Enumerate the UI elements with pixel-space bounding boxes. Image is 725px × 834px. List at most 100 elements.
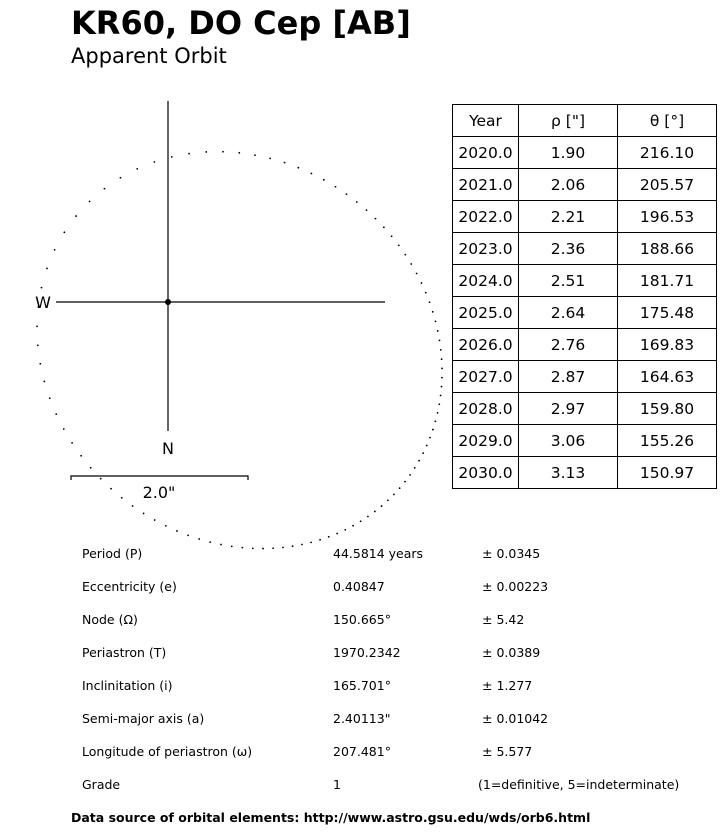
element-error: (1=definitive, 5=indeterminate) <box>478 777 680 792</box>
orbit-point <box>322 178 325 181</box>
element-value: 0.40847 <box>333 579 385 594</box>
ephemeris-table: Year ρ ["] θ [°] 2020.0 1.90 216.10 2021.0 2… <box>452 104 717 489</box>
cell-year: 2026.0 <box>452 328 519 361</box>
table-header-row: Year ρ ["] θ [°] <box>452 104 717 137</box>
cell-rho: 3.06 <box>518 424 618 457</box>
orbit-point <box>198 538 201 540</box>
table-row: 2025.0 2.64 175.48 <box>452 296 717 329</box>
cell-year: 2020.0 <box>452 136 519 169</box>
cell-theta: 205.57 <box>617 168 717 201</box>
orbit-point <box>310 541 313 544</box>
cell-theta: 150.97 <box>617 456 717 489</box>
orbit-point <box>55 413 58 416</box>
table-row: 2024.0 2.51 181.71 <box>452 264 717 297</box>
orbit-point <box>367 515 369 518</box>
element-label: Periastron (T) <box>82 645 167 660</box>
scale-bar-label: 2.0" <box>143 483 176 502</box>
scale-bar <box>70 475 249 480</box>
data-source-note: Data source of orbital elements: http://… <box>71 810 591 825</box>
orbit-point <box>359 520 362 523</box>
element-label: Node (Ω) <box>82 612 138 627</box>
orbit-point <box>238 151 241 154</box>
element-error: ± 0.0389 <box>482 645 541 660</box>
orbit-point <box>176 530 178 532</box>
element-error: ± 0.00223 <box>482 579 549 594</box>
orbit-points <box>36 150 443 550</box>
orbit-point <box>344 528 347 531</box>
orbit-point <box>434 320 437 323</box>
orbit-point <box>43 380 46 383</box>
cell-theta: 169.83 <box>617 328 717 361</box>
orbit-point <box>415 272 418 275</box>
orbit-point <box>319 538 321 541</box>
cell-year: 2025.0 <box>452 296 519 329</box>
cell-rho: 3.13 <box>518 456 618 489</box>
orbit-point <box>334 185 337 188</box>
cell-rho: 2.51 <box>518 264 618 297</box>
table-row: 2030.0 3.13 150.97 <box>452 456 717 489</box>
orbit-point <box>440 358 443 361</box>
primary-star <box>165 299 171 305</box>
header-rho: ρ ["] <box>518 104 618 137</box>
orbit-point <box>120 496 123 499</box>
orbit-point <box>88 200 91 203</box>
orbit-point <box>291 545 294 548</box>
orbit-point <box>428 301 431 304</box>
element-label: Eccentricity (e) <box>82 579 177 594</box>
element-error: ± 0.01042 <box>482 711 549 726</box>
orbit-point <box>220 543 222 546</box>
cell-rho: 2.21 <box>518 200 618 233</box>
orbit-point <box>36 325 38 328</box>
cell-rho: 2.76 <box>518 328 618 361</box>
page-subtitle: Apparent Orbit <box>71 44 227 68</box>
orbit-point <box>336 532 339 535</box>
orbit-point <box>99 477 102 480</box>
orbit-point <box>282 546 284 549</box>
cell-theta: 181.71 <box>617 264 717 297</box>
cell-rho: 1.90 <box>518 136 618 169</box>
orbit-point <box>382 226 385 229</box>
element-value: 150.665° <box>333 612 391 627</box>
orbit-point <box>187 534 190 537</box>
orbit-point <box>425 444 428 447</box>
cell-year: 2022.0 <box>452 200 519 233</box>
cell-rho: 2.97 <box>518 392 618 425</box>
orbit-point <box>409 474 411 476</box>
orbit-point <box>164 524 167 527</box>
west-label: W <box>35 293 51 312</box>
north-label: N <box>162 439 174 458</box>
orbit-point <box>310 172 313 175</box>
orbit-point <box>422 452 425 455</box>
orbit-point <box>80 454 82 457</box>
cell-theta: 196.53 <box>617 200 717 233</box>
orbit-point <box>136 167 139 170</box>
orbit-point <box>170 156 173 158</box>
table-row: 2022.0 2.21 196.53 <box>452 200 717 233</box>
cell-rho: 2.87 <box>518 360 618 393</box>
cell-year: 2029.0 <box>452 424 519 457</box>
element-error: ± 0.0345 <box>482 546 541 561</box>
orbit-point <box>89 466 92 469</box>
orbit-point <box>46 267 48 270</box>
orbit-point <box>436 411 439 414</box>
orbit-point <box>436 330 439 332</box>
orbit-point <box>37 306 40 308</box>
element-value: 207.481° <box>333 744 391 759</box>
orbit-point <box>188 152 191 155</box>
cell-rho: 2.64 <box>518 296 618 329</box>
element-value: 44.5814 years <box>333 546 424 561</box>
orbit-point <box>63 231 66 234</box>
header-year: Year <box>452 104 519 137</box>
orbit-point <box>205 151 208 153</box>
orbit-point <box>393 493 395 496</box>
orbit-point <box>438 403 441 406</box>
orbit-point <box>36 344 39 347</box>
element-label: Inclinitation (i) <box>82 678 173 693</box>
orbit-point <box>209 541 212 544</box>
orbit-point <box>424 291 427 294</box>
element-label: Semi-major axis (a) <box>82 711 205 726</box>
orbit-point <box>390 235 393 238</box>
orbit-point <box>269 157 272 160</box>
orbit-point <box>418 459 421 462</box>
